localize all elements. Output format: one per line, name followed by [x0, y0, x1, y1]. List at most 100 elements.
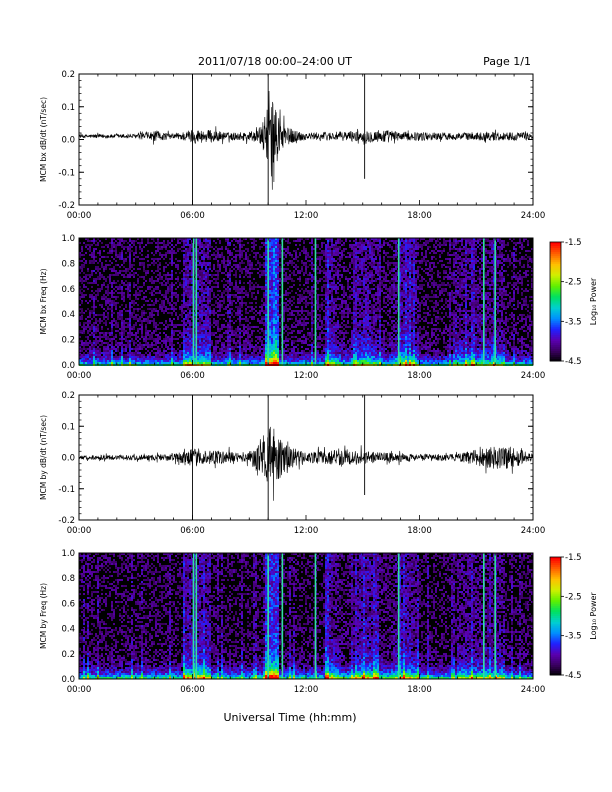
spectrogram-cell [291, 310, 293, 312]
spectrogram-cell [253, 248, 255, 250]
spectrogram-cell [159, 342, 161, 344]
spectrogram-cell [273, 260, 275, 262]
spectrogram-cell [111, 248, 113, 250]
spectrogram-cell [131, 274, 133, 276]
spectrogram-cell [81, 294, 83, 296]
spectrogram-cell [145, 318, 147, 320]
spectrogram-cell [239, 248, 241, 250]
spectrogram-cell [183, 332, 185, 334]
spectrogram-cell [191, 262, 193, 264]
spectrogram-cell [241, 360, 243, 362]
spectrogram-cell [301, 316, 303, 318]
spectrogram-cell [181, 314, 183, 316]
spectrogram-cell [277, 274, 279, 276]
spectrogram-cell [123, 334, 125, 336]
spectrogram-cell [117, 256, 119, 258]
spectrogram-cell [213, 286, 215, 288]
spectrogram-cell [181, 332, 183, 334]
spectrogram-cell [115, 324, 117, 326]
spectrogram-cell [181, 300, 183, 302]
spectrogram-cell [313, 264, 315, 266]
spectrogram-cell [277, 238, 279, 240]
spectrogram-cell [277, 280, 279, 282]
spectrogram-cell [217, 252, 219, 254]
spectrogram-cell [317, 336, 319, 338]
spectrogram-cell [89, 310, 91, 312]
spectrogram-cell [185, 242, 187, 244]
spectrogram-cell [277, 286, 279, 288]
spectrogram-cell [165, 350, 167, 352]
spectrogram-cell [139, 356, 141, 358]
spectrogram-cell [303, 320, 305, 322]
spectrogram-cell [165, 266, 167, 268]
spectrogram-cell [257, 260, 259, 262]
spectrogram-cell [145, 336, 147, 338]
spectrogram-cell [239, 358, 241, 360]
spectrogram-cell [265, 324, 267, 326]
spectrogram-cell [197, 340, 199, 342]
spectrogram-cell [151, 270, 153, 272]
spectrogram-cell [285, 324, 287, 326]
spectrogram-cell [109, 308, 111, 310]
spectrogram-cell [239, 344, 241, 346]
spectrogram-cell [233, 294, 235, 296]
spectrogram-cell [123, 260, 125, 262]
spectrogram-cell [185, 318, 187, 320]
spectrogram-cell [253, 352, 255, 354]
spectrogram-cell [311, 240, 313, 242]
spectrogram-cell [291, 348, 293, 350]
spectrogram-cell [125, 252, 127, 254]
spectrogram-cell [119, 362, 121, 364]
spectrogram-cell [115, 244, 117, 246]
spectrogram-cell [247, 362, 249, 364]
spectrogram-cell [171, 264, 173, 266]
spectrogram-cell [147, 242, 149, 244]
spectrogram-cell [115, 320, 117, 322]
spectrogram-cell [305, 264, 307, 266]
spectrogram-cell [177, 362, 179, 364]
spectrogram-cell [323, 316, 325, 318]
spectrogram-cell [167, 348, 169, 350]
spectrogram-cell [277, 256, 279, 258]
spectrogram-cell [155, 300, 157, 302]
spectrogram-cell [91, 244, 93, 246]
spectrogram-cell [263, 356, 265, 358]
spectrogram-cell [199, 264, 201, 266]
spectrogram-cell [107, 292, 109, 294]
spectrogram-cell [79, 272, 81, 274]
spectrogram-cell [185, 276, 187, 278]
spectrogram-cell [129, 344, 131, 346]
spectrogram-cell [169, 344, 171, 346]
spectrogram-cell [277, 266, 279, 268]
spectrogram-cell [87, 238, 89, 240]
spectrogram-cell [159, 248, 161, 250]
spectrogram-cell [269, 284, 271, 286]
spectrogram-cell [81, 254, 83, 256]
spectrogram-cell [125, 362, 127, 364]
spectrogram-cell [105, 346, 107, 348]
spectrogram-cell [173, 250, 175, 252]
spectrogram-cell [107, 314, 109, 316]
spectrogram-cell [111, 362, 113, 364]
spectrogram-cell [271, 286, 273, 288]
spectrogram-cell [205, 314, 207, 316]
spectrogram-cell [179, 332, 181, 334]
x-tick-label: 00:00 [67, 211, 92, 221]
spectrogram-cell [213, 252, 215, 254]
spectrogram-cell [113, 320, 115, 322]
spectrogram-cell [289, 292, 291, 294]
spectrogram-cell [187, 248, 189, 250]
spectrogram-cell [261, 328, 263, 330]
spectrogram-cell [207, 334, 209, 336]
spectrogram-cell [95, 256, 97, 258]
spectrogram-cell [265, 288, 267, 290]
spectrogram-cell [81, 342, 83, 344]
spectrogram-cell [97, 346, 99, 348]
spectrogram-cell [81, 354, 83, 356]
spectrogram-cell [87, 330, 89, 332]
spectrogram-cell [155, 250, 157, 252]
spectrogram-cell [277, 310, 279, 312]
spectrogram-cell [239, 282, 241, 284]
spectrogram-cell [255, 358, 257, 360]
spectrogram-cell [269, 240, 271, 242]
